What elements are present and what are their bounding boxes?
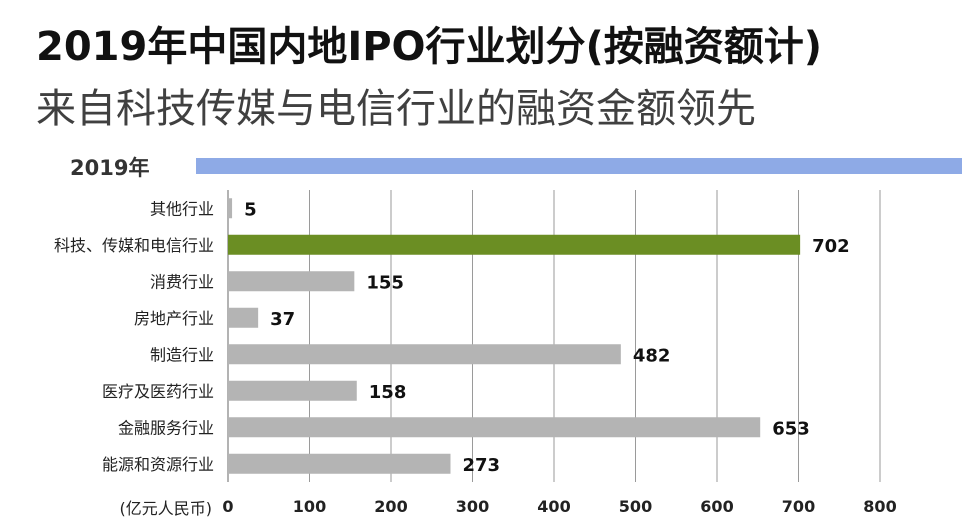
bar — [228, 234, 801, 255]
x-tick-label: 800 — [863, 497, 896, 516]
category-label: 科技、传媒和电信行业 — [54, 236, 214, 255]
x-tick-label: 700 — [782, 497, 815, 516]
year-label: 2019年 — [70, 156, 150, 180]
x-tick-label: 500 — [619, 497, 652, 516]
value-label: 37 — [270, 309, 295, 330]
decorative-strip — [196, 158, 962, 174]
value-label: 155 — [366, 272, 404, 293]
value-label: 273 — [462, 455, 500, 476]
category-label: 消费行业 — [150, 272, 214, 291]
bar — [228, 307, 259, 328]
unit-label: (亿元人民币) — [120, 499, 213, 518]
value-label: 158 — [369, 382, 407, 403]
bar — [228, 453, 451, 474]
bar — [228, 344, 621, 365]
page-title: 2019年中国内地IPO行业划分(按融资额计) — [36, 24, 823, 70]
bar — [228, 380, 357, 401]
x-tick-label: 300 — [456, 497, 489, 516]
value-label: 482 — [633, 345, 671, 366]
value-label: 653 — [772, 418, 810, 439]
x-tick-label: 600 — [700, 497, 733, 516]
category-label: 房地产行业 — [134, 309, 214, 328]
bar — [228, 198, 233, 219]
x-tick-label: 400 — [537, 497, 570, 516]
category-label: 制造行业 — [150, 345, 214, 364]
category-label: 金融服务行业 — [118, 418, 214, 437]
bar — [228, 417, 761, 438]
value-label: 702 — [812, 236, 850, 257]
x-tick-label: 100 — [293, 497, 326, 516]
x-tick-label: 200 — [374, 497, 407, 516]
value-label: 5 — [244, 199, 257, 220]
category-label: 其他行业 — [150, 199, 214, 218]
category-label: 医疗及医药行业 — [102, 382, 214, 401]
x-tick-label: 0 — [222, 497, 233, 516]
bar — [228, 271, 355, 292]
page-subtitle: 来自科技传媒与电信行业的融资金额领先 — [36, 86, 756, 132]
category-label: 能源和资源行业 — [102, 455, 214, 474]
